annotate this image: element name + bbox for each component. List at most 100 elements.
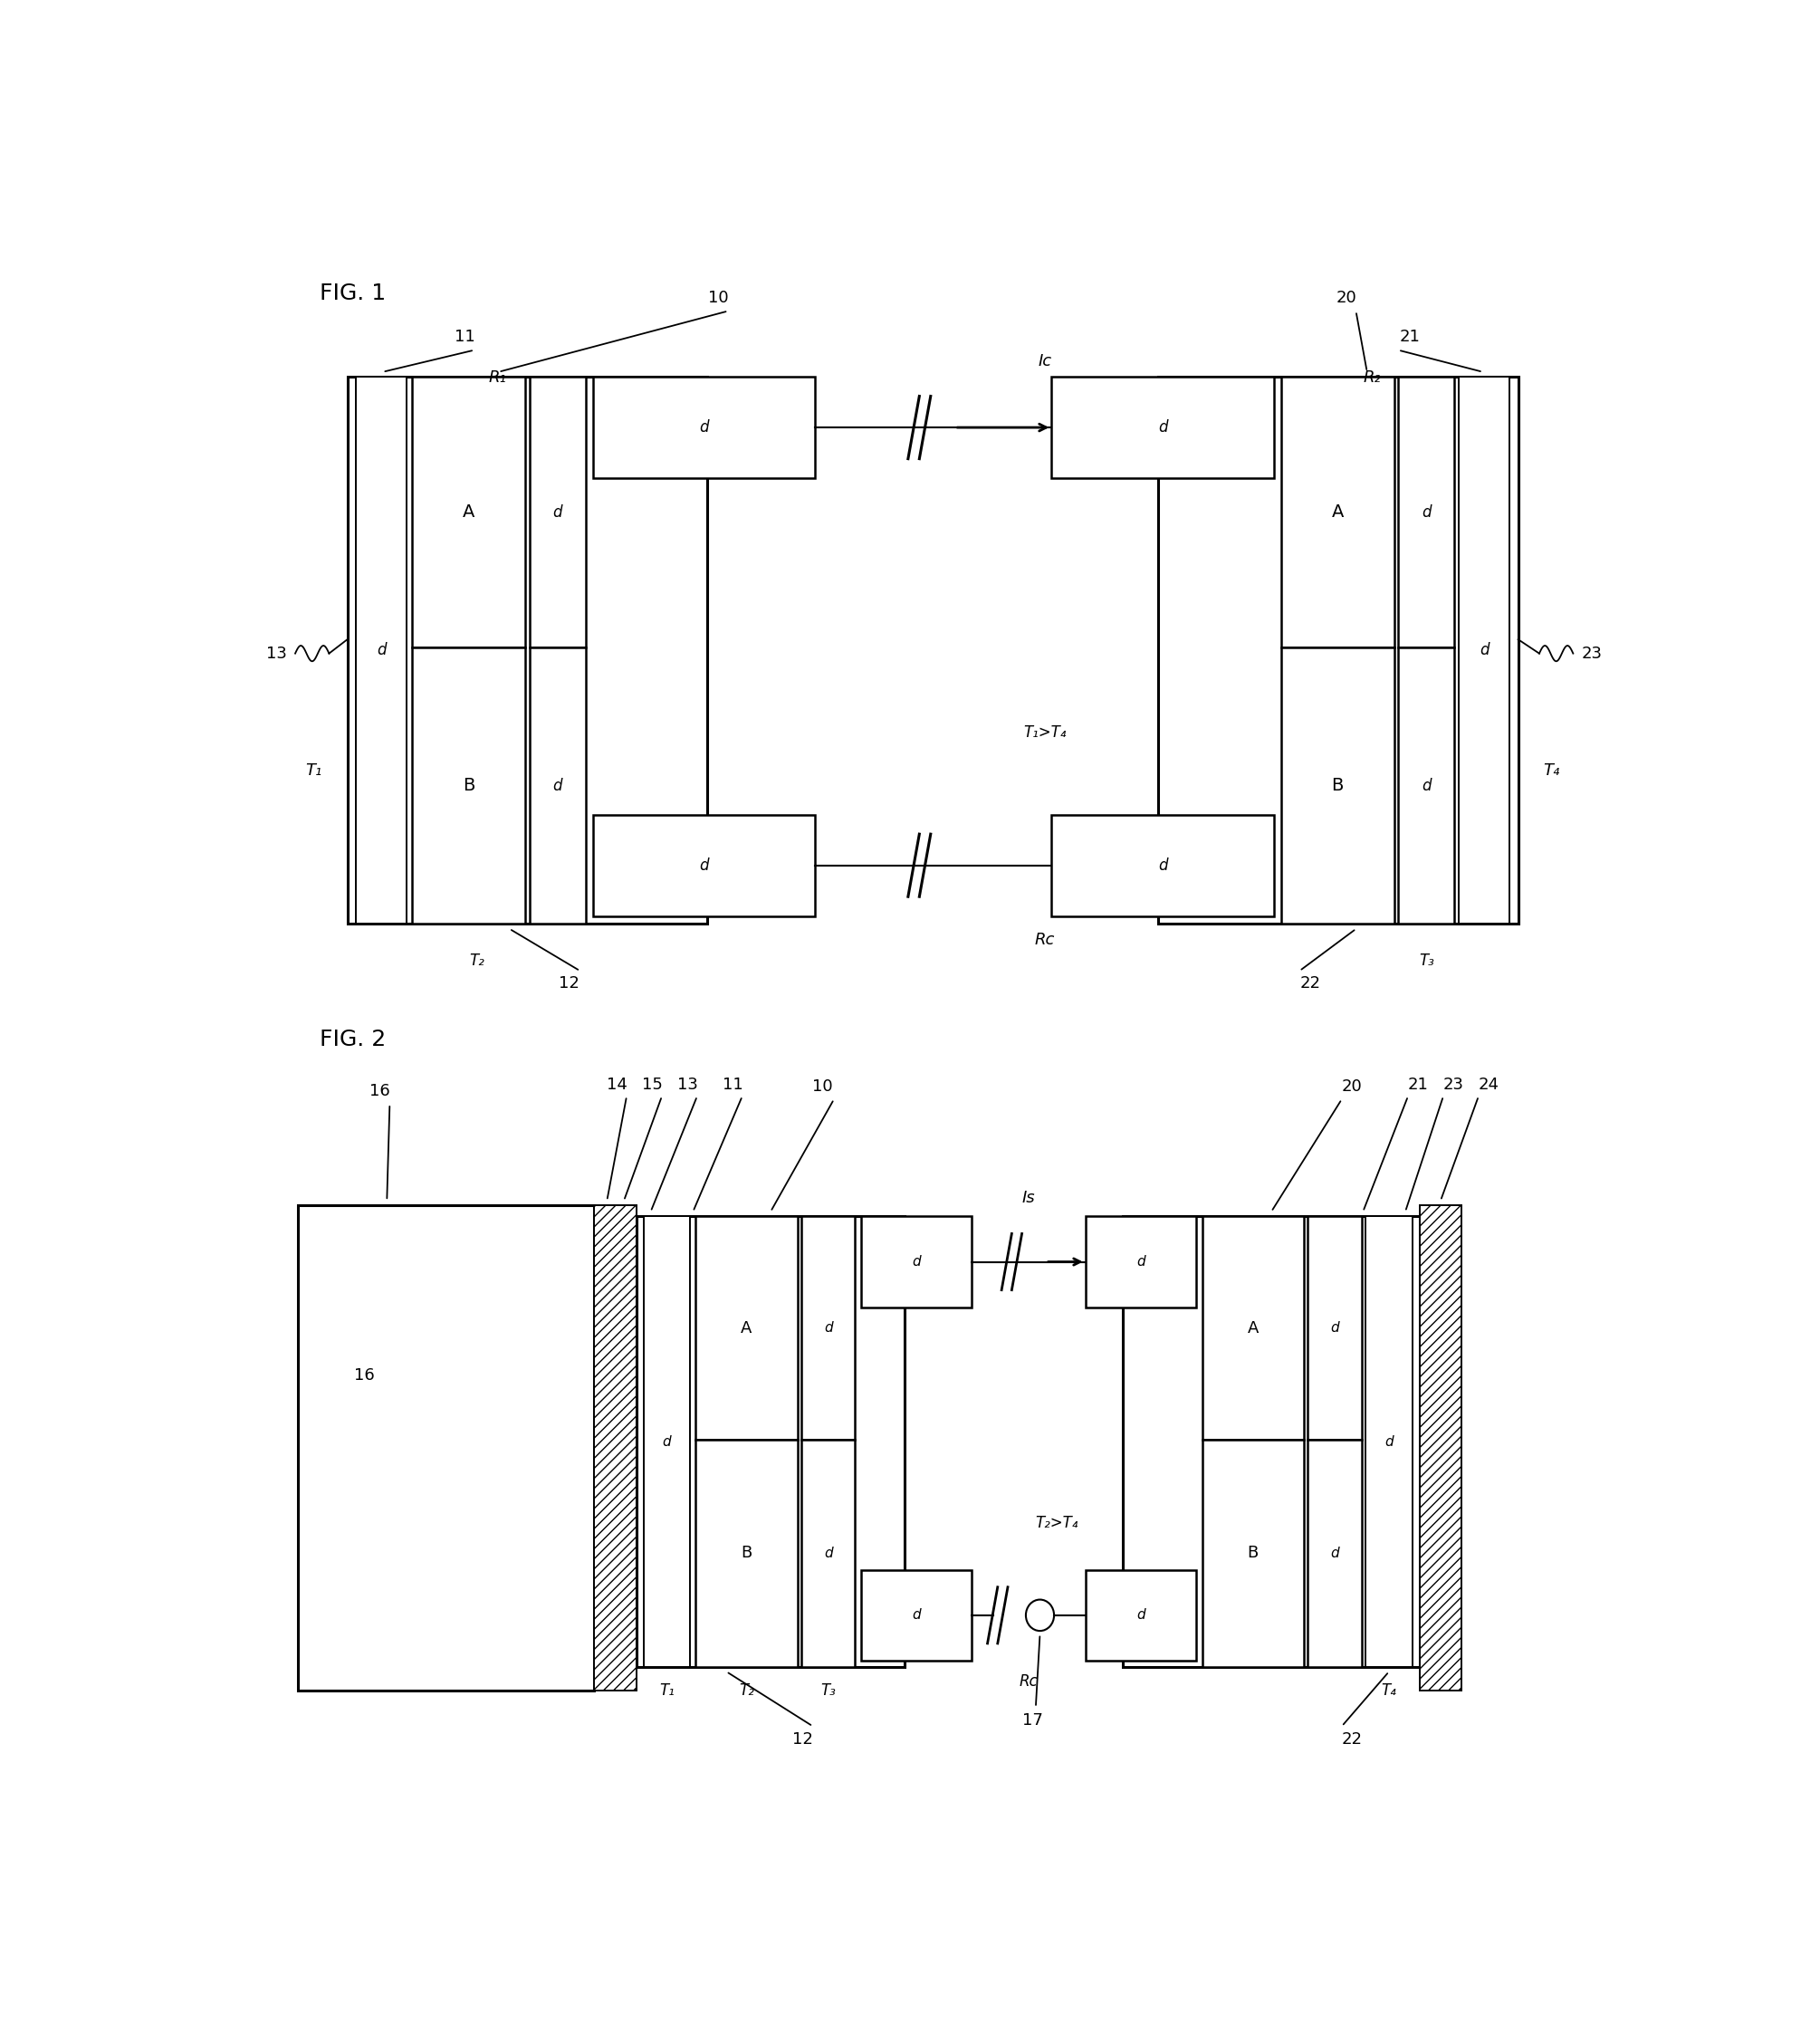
Bar <box>1203 1217 1303 1440</box>
Text: d: d <box>1158 857 1168 873</box>
Text: d: d <box>1385 1434 1394 1448</box>
Text: 22: 22 <box>1341 1730 1361 1747</box>
Text: d: d <box>1480 642 1489 658</box>
Bar <box>1460 376 1509 924</box>
Bar <box>530 648 586 924</box>
Bar <box>413 376 526 648</box>
Bar <box>1085 1570 1196 1661</box>
Text: d: d <box>1330 1546 1340 1560</box>
Text: T₂>T₄: T₂>T₄ <box>1036 1515 1077 1531</box>
Bar <box>801 1217 855 1440</box>
Bar <box>1420 1206 1461 1690</box>
Text: Ic: Ic <box>1037 353 1052 370</box>
Bar <box>1398 648 1454 924</box>
Text: 23: 23 <box>1582 646 1602 662</box>
Bar <box>530 376 586 648</box>
Text: 14: 14 <box>606 1076 628 1093</box>
Bar <box>1203 1440 1303 1667</box>
Bar <box>861 1570 972 1661</box>
Bar <box>1052 814 1274 916</box>
Text: A: A <box>1332 504 1343 520</box>
Text: 10: 10 <box>812 1078 834 1095</box>
Text: d: d <box>1330 1320 1340 1334</box>
Text: T₁: T₁ <box>306 762 322 780</box>
Bar <box>1398 376 1454 648</box>
Text: T₄: T₄ <box>1381 1682 1396 1698</box>
Text: 13: 13 <box>677 1076 697 1093</box>
Text: d: d <box>824 1320 834 1334</box>
Text: T₃: T₃ <box>1420 953 1434 969</box>
Text: 11: 11 <box>723 1076 743 1093</box>
Bar <box>348 376 706 924</box>
Bar <box>1309 1217 1361 1440</box>
Text: T₂: T₂ <box>739 1682 753 1698</box>
Bar <box>1281 376 1394 648</box>
Text: 16: 16 <box>355 1367 375 1383</box>
Text: T₁: T₁ <box>659 1682 675 1698</box>
Text: B: B <box>462 778 475 794</box>
Bar <box>644 1217 690 1667</box>
Text: 12: 12 <box>794 1730 814 1747</box>
Text: d: d <box>1158 418 1168 435</box>
Text: d: d <box>1138 1609 1145 1623</box>
Text: d: d <box>1421 778 1431 794</box>
Text: d: d <box>553 504 562 520</box>
Text: 13: 13 <box>266 646 288 662</box>
Text: d: d <box>912 1255 921 1269</box>
Bar <box>593 814 815 916</box>
Bar <box>413 648 526 924</box>
Text: A: A <box>741 1320 752 1336</box>
Text: d: d <box>699 857 708 873</box>
Bar <box>695 1440 797 1667</box>
Text: B: B <box>1332 778 1343 794</box>
Text: 15: 15 <box>642 1076 662 1093</box>
Text: FIG. 2: FIG. 2 <box>318 1030 386 1050</box>
Text: R₂: R₂ <box>1363 370 1381 386</box>
Text: B: B <box>741 1546 752 1562</box>
Bar <box>801 1440 855 1667</box>
Text: T₄: T₄ <box>1543 762 1560 780</box>
Text: d: d <box>553 778 562 794</box>
Text: T₂: T₂ <box>470 953 484 969</box>
Text: 20: 20 <box>1341 1078 1361 1095</box>
Text: Rc: Rc <box>1034 932 1056 948</box>
Text: d: d <box>1421 504 1431 520</box>
Bar <box>357 376 406 924</box>
Bar <box>1309 1440 1361 1667</box>
Text: T₃: T₃ <box>821 1682 835 1698</box>
Text: d: d <box>662 1434 672 1448</box>
Text: 21: 21 <box>1400 329 1420 345</box>
Bar <box>1052 376 1274 479</box>
Bar <box>593 1206 637 1690</box>
Text: FIG. 1: FIG. 1 <box>318 282 386 305</box>
Text: 23: 23 <box>1443 1076 1463 1093</box>
Bar <box>861 1217 972 1308</box>
Text: B: B <box>1247 1546 1258 1562</box>
Bar <box>1365 1217 1412 1667</box>
Text: 10: 10 <box>708 290 728 307</box>
Text: d: d <box>1138 1255 1145 1269</box>
Bar <box>1085 1217 1196 1308</box>
Text: d: d <box>699 418 708 435</box>
Text: Is: Is <box>1023 1190 1036 1206</box>
Text: d: d <box>912 1609 921 1623</box>
Text: 21: 21 <box>1407 1076 1429 1093</box>
Bar <box>1123 1217 1420 1667</box>
Text: 12: 12 <box>559 975 579 991</box>
Text: A: A <box>462 504 475 520</box>
Text: 22: 22 <box>1299 975 1321 991</box>
Text: d: d <box>824 1546 834 1560</box>
Bar <box>298 1206 593 1690</box>
Text: 11: 11 <box>455 329 475 345</box>
Text: 24: 24 <box>1478 1076 1500 1093</box>
Text: T₁>T₄: T₁>T₄ <box>1023 725 1067 741</box>
Text: 16: 16 <box>369 1083 389 1099</box>
Text: R₁: R₁ <box>488 370 506 386</box>
Bar <box>695 1217 797 1440</box>
Text: 17: 17 <box>1023 1712 1043 1728</box>
Bar <box>593 376 815 479</box>
Text: d: d <box>377 642 386 658</box>
Bar <box>1159 376 1518 924</box>
Bar <box>637 1217 905 1667</box>
Bar <box>1281 648 1394 924</box>
